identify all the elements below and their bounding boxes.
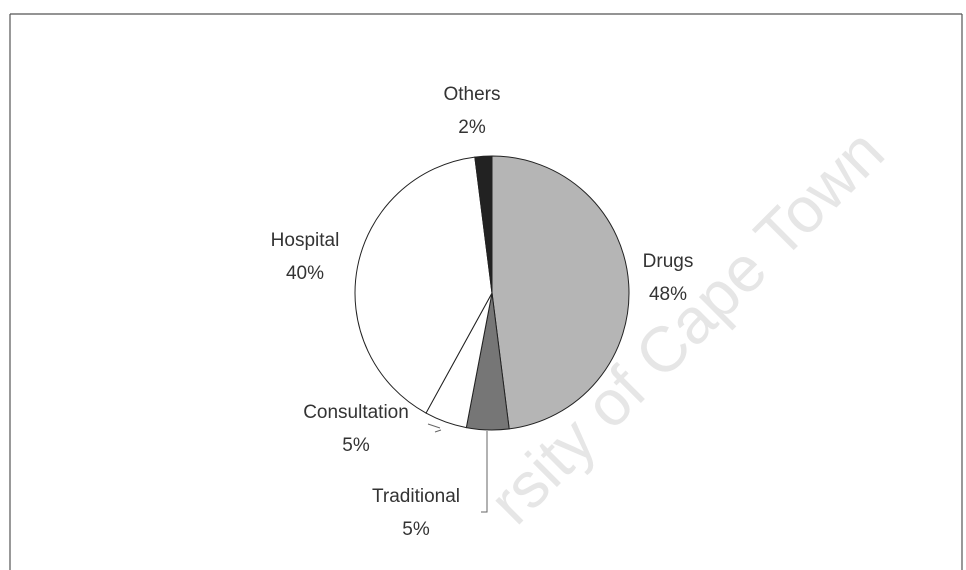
slice-label: Traditional <box>372 486 460 507</box>
slice-label: Consultation <box>303 402 409 423</box>
slice-value-label: 40% <box>286 263 324 284</box>
slice-value-label: 2% <box>458 117 486 138</box>
pie-slice <box>354 156 493 414</box>
frame <box>9 13 963 570</box>
leader-line <box>481 431 488 513</box>
pie-slice <box>474 155 493 294</box>
slice-label: Others <box>443 84 500 105</box>
slice-value-label: 5% <box>342 435 370 456</box>
slice-label: Drugs <box>643 251 694 272</box>
pie-slice <box>491 155 630 430</box>
slice-label: Hospital <box>271 230 340 251</box>
labels: Drugs 48% Traditional 5% Consultation 5% Hospi… <box>271 84 694 540</box>
slice-value-label: 48% <box>649 284 687 305</box>
leader-line <box>427 423 442 433</box>
pie <box>354 155 630 431</box>
slice-value-label: 5% <box>402 519 430 540</box>
